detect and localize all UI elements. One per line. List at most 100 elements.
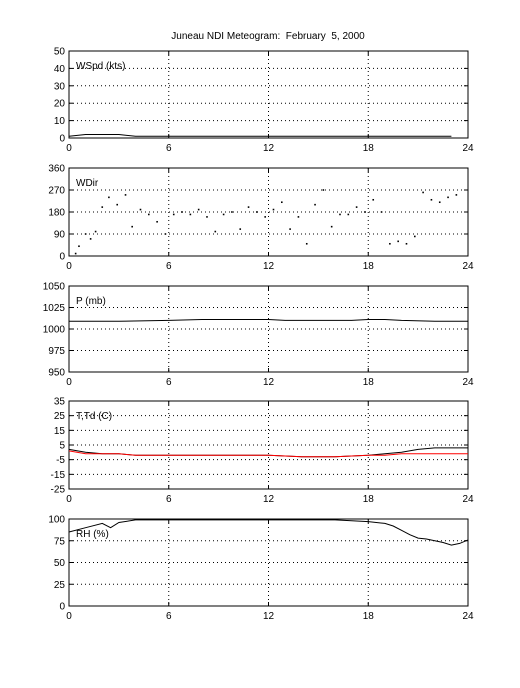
panel-5-ytick-label: 50 xyxy=(54,558,66,569)
panel-2-point xyxy=(272,208,275,211)
panel-4-xtick-label: 6 xyxy=(166,494,172,505)
panel-3-ytick-label: 1000 xyxy=(43,325,66,336)
panel-2-point xyxy=(372,198,375,201)
panel-2-ytick-label: 360 xyxy=(48,164,65,175)
panel-5-ytick-label: 25 xyxy=(54,580,66,591)
panel-5-xtick-label: 12 xyxy=(263,611,275,622)
panel-2-point xyxy=(101,206,104,208)
panel-2-point xyxy=(231,211,233,213)
panel-4-ytick-label: 15 xyxy=(54,426,66,437)
panel-2-point xyxy=(397,240,399,243)
panel-1-xtick-label: 6 xyxy=(166,143,172,154)
panel-2-point xyxy=(116,203,119,206)
panel-3-axes-box xyxy=(68,285,469,373)
panel-3-ytick-label: 975 xyxy=(48,346,65,357)
panel-3-ytick-label: 1050 xyxy=(43,282,66,293)
panel-2-point xyxy=(364,211,366,213)
panel-2-point xyxy=(430,198,433,201)
panel-2-point xyxy=(422,191,424,194)
panel-2-ytick-label: 0 xyxy=(59,252,65,263)
panel-2-point xyxy=(108,196,110,199)
panel-2-point xyxy=(305,242,308,245)
panel-2-xtick-label: 6 xyxy=(166,261,172,272)
panel-5-ytick-label: 100 xyxy=(48,515,65,526)
panel-3-ytick-label: 1025 xyxy=(43,303,66,314)
figure-title: Juneau NDI Meteogram: February 5, 2000 xyxy=(171,31,365,42)
panel-3-ytick-label: 950 xyxy=(48,368,65,379)
panel-2-point xyxy=(139,208,142,211)
panel-2-point xyxy=(239,228,242,230)
panel-3-series-line xyxy=(69,319,468,322)
panel-1-xtick-label: 24 xyxy=(462,143,474,154)
panel-1-axes-box xyxy=(68,50,469,139)
panel-1-ytick-label: 0 xyxy=(59,134,65,145)
panel-2-label: WDir xyxy=(76,178,99,189)
panel-5-series-line xyxy=(68,519,469,546)
panel-2-point xyxy=(197,208,200,211)
panel-2-point xyxy=(124,194,127,196)
panel-2-ytick-label: 180 xyxy=(48,208,65,219)
panel-2-point xyxy=(447,196,449,199)
panel-2-point xyxy=(455,194,458,196)
panel-4-xtick-label: 18 xyxy=(363,494,375,505)
panel-2-point xyxy=(94,230,97,233)
panel-2-point xyxy=(314,203,316,206)
panel-2-point xyxy=(256,211,258,213)
panel-3-xtick-label: 6 xyxy=(166,377,172,388)
panel-1-series-line xyxy=(68,134,452,137)
panel-2-xtick-label: 18 xyxy=(363,261,375,272)
panel-2-point xyxy=(84,233,87,235)
panel-2-point xyxy=(380,211,383,213)
panel-2-point xyxy=(347,213,350,216)
panel-3-xtick-label: 0 xyxy=(66,377,72,388)
panel-5-xtick-label: 6 xyxy=(166,611,172,622)
panel-4-ytick-label: 25 xyxy=(54,411,66,422)
panel-2-point xyxy=(389,242,391,245)
panel-4-ytick-label: 5 xyxy=(59,441,65,452)
panel-2-ytick-label: 90 xyxy=(54,230,66,241)
panel-2-axes-box xyxy=(68,167,469,257)
panel-1-ytick-label: 10 xyxy=(54,116,66,127)
panel-5-xtick-label: 0 xyxy=(66,611,72,622)
panel-2-point xyxy=(189,213,192,216)
panel-2-point xyxy=(89,238,92,240)
panel-5-ytick-label: 0 xyxy=(59,602,65,613)
panel-4-series-line xyxy=(68,450,468,458)
panel-1-xtick-label: 0 xyxy=(66,143,72,154)
panel-1-ytick-label: 50 xyxy=(54,47,66,58)
panel-4-xtick-label: 24 xyxy=(462,494,474,505)
panel-4-ytick-label: -25 xyxy=(51,485,66,496)
panel-2-point xyxy=(206,216,208,218)
panel-2-point xyxy=(289,228,291,230)
panel-3-xtick-label: 18 xyxy=(363,377,375,388)
panel-1-ytick-label: 40 xyxy=(54,64,66,75)
panel-2-point xyxy=(131,225,133,228)
panel-2-point xyxy=(281,201,283,204)
panel-4-ytick-label: 35 xyxy=(54,397,66,408)
panel-4-ytick-label: -15 xyxy=(51,470,66,481)
panel-2-point xyxy=(264,216,266,218)
panel-3-label: P (mb) xyxy=(76,296,106,307)
panel-2-xtick-label: 0 xyxy=(66,261,72,272)
panel-2-point xyxy=(148,213,150,216)
panel-4-xtick-label: 12 xyxy=(263,494,275,505)
panel-5-label: RH (%) xyxy=(76,529,109,540)
panel-2-point xyxy=(405,242,408,245)
panel-5-xtick-label: 18 xyxy=(363,611,375,622)
panel-2-point xyxy=(322,189,325,191)
panel-2-point xyxy=(247,206,250,208)
panel-4-axes-box xyxy=(68,400,469,490)
panel-4-ytick-label: -5 xyxy=(56,455,65,466)
panel-2-point xyxy=(181,211,183,213)
panel-2-point xyxy=(74,252,77,255)
panel-1-xtick-label: 12 xyxy=(263,143,275,154)
panel-1-xtick-label: 18 xyxy=(363,143,375,154)
panel-4-label: T,Td (C) xyxy=(76,411,112,422)
panel-2-point xyxy=(339,213,341,216)
panel-2-point xyxy=(414,235,416,238)
panel-1-ytick-label: 20 xyxy=(54,99,66,110)
panel-3-xtick-label: 12 xyxy=(263,377,275,388)
panel-2-point xyxy=(78,245,80,248)
panel-5-axes-box xyxy=(68,518,469,607)
